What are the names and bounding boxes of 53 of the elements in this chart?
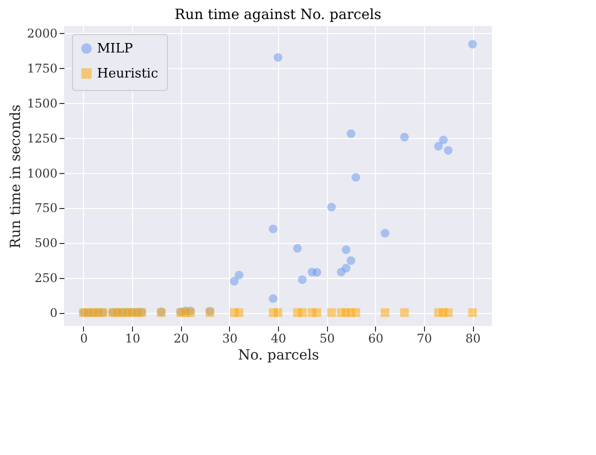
point: [230, 276, 239, 286]
point: [400, 132, 409, 142]
legend-label: MILP: [97, 42, 134, 56]
legend-label: Heuristic: [97, 66, 158, 82]
chart-title: Run time against No. parcels: [174, 7, 382, 23]
point: [380, 308, 390, 317]
x-tick-label: 40: [270, 332, 286, 346]
point: [346, 256, 356, 265]
point: [274, 308, 282, 317]
point: [312, 268, 322, 277]
point: [380, 228, 390, 238]
y-tick-label: 500: [34, 236, 58, 250]
point: [444, 146, 453, 155]
point: [400, 308, 409, 317]
point: [234, 270, 244, 280]
y-tick-label: 2000: [26, 26, 58, 40]
point: [327, 202, 336, 212]
y-tick-label: 1500: [26, 96, 58, 110]
y-tick-label: 750: [34, 201, 58, 216]
x-tick-label: 30: [222, 332, 238, 346]
point: [351, 308, 360, 317]
point: [434, 142, 443, 151]
point: [327, 308, 336, 317]
y-tick-label: 0: [50, 306, 58, 320]
y-tick-label: 1250: [26, 131, 58, 146]
x-tick-label: 0: [80, 332, 88, 346]
point: [268, 224, 278, 234]
point: [439, 136, 448, 144]
x-axis-title: No. parcels: [238, 348, 320, 364]
y-tick-label: 250: [34, 271, 58, 286]
y-tick-label: 1000: [26, 166, 58, 180]
point: [274, 53, 282, 62]
x-tick-label: 70: [416, 332, 432, 346]
x-tick-label: 60: [368, 332, 384, 346]
point: [312, 308, 322, 317]
point: [351, 172, 360, 182]
point: [346, 129, 356, 138]
x-tick-label: 20: [174, 332, 189, 346]
y-tick-label: 1750: [26, 61, 58, 76]
point: [293, 244, 302, 253]
point: [468, 308, 477, 317]
x-tick-label: 50: [319, 332, 335, 346]
point: [268, 294, 278, 303]
point: [342, 264, 350, 272]
point: [444, 308, 453, 317]
point: [468, 40, 477, 48]
x-tick-label: 10: [124, 332, 140, 346]
point: [298, 275, 307, 284]
x-tick-label: 80: [465, 332, 481, 346]
y-axis-title: Run time in seconds: [8, 104, 24, 248]
point: [234, 308, 244, 317]
point: [298, 308, 307, 317]
point: [342, 245, 350, 254]
